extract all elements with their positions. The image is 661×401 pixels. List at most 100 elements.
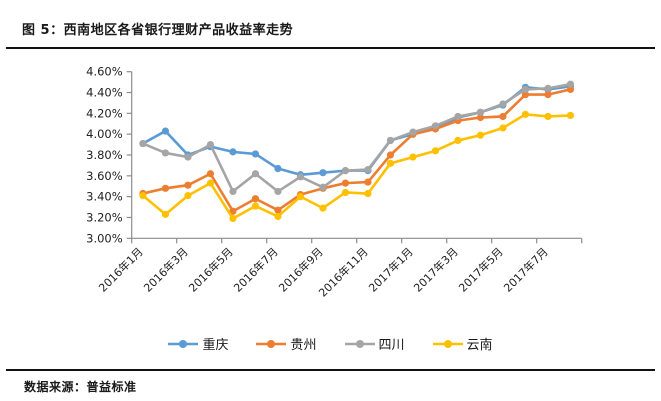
series-3-point-18 (544, 112, 552, 121)
series-3-point-5 (251, 202, 260, 210)
chart-plot-area: 4.60% 4.40% 4.20% 4.00% 3.80% 3.60% 3.40% 3.20%… (86, 65, 583, 300)
series-3-point-7 (296, 193, 305, 201)
x-axis-tick-label: 2016年7月 (231, 245, 281, 295)
series-2-point-17 (521, 85, 530, 94)
y-axis-tick-label: 3.80% (86, 148, 123, 162)
series-3-point-16 (499, 124, 507, 132)
footer-divider-line (6, 369, 655, 371)
y-axis-tick-label: 4.00% (86, 127, 123, 141)
series-2-point-19 (566, 80, 575, 88)
legend-label-2: 四川 (378, 338, 405, 353)
series-line-2 (141, 82, 572, 193)
series-1-point-5 (251, 195, 260, 203)
series-2-point-11 (386, 136, 395, 145)
series-3-point-19 (566, 111, 575, 120)
series-2-point-8 (319, 183, 327, 191)
series-0-point-6 (274, 164, 282, 173)
series-1-point-2 (184, 181, 192, 189)
series-2-point-12 (409, 128, 417, 136)
series-2-point-13 (431, 122, 440, 130)
data-source-label: 数据来源：普益标准 (24, 380, 137, 394)
series-0-point-1 (161, 127, 170, 135)
series-2-point-10 (364, 165, 372, 174)
series-line-0 (141, 84, 572, 177)
chart-legend: 重庆 贵州 四川 云南 (0, 334, 661, 353)
series-1-point-11 (386, 151, 395, 159)
series-2-point-0 (139, 139, 147, 148)
series-3-point-2 (184, 192, 192, 200)
series-1-point-9 (341, 179, 350, 187)
series-0-point-4 (229, 148, 237, 156)
series-1-point-17 (521, 91, 530, 99)
legend-item-1: 贵州 (256, 334, 317, 353)
series-1-point-18 (544, 91, 552, 99)
legend-marker-icon-2 (344, 339, 375, 348)
legend-item-3: 云南 (432, 334, 493, 353)
y-axis-tick-label: 3.00% (86, 231, 123, 245)
series-3-point-1 (161, 210, 170, 218)
series-3-point-10 (364, 189, 372, 198)
series-3-point-11 (386, 159, 395, 167)
legend-marker-icon-1 (256, 339, 287, 348)
y-axis-tick-label: 4.40% (86, 86, 123, 100)
series-2-point-14 (454, 112, 462, 121)
series-3-point-9 (341, 188, 350, 197)
y-axis-tick-label: 3.40% (86, 190, 123, 204)
x-axis-tick-label: 2016年3月 (141, 245, 191, 295)
series-1-point-1 (161, 184, 170, 192)
series-3-point-17 (521, 110, 530, 118)
series-3-point-14 (454, 136, 462, 145)
series-3-point-0 (139, 192, 147, 200)
series-1-point-10 (364, 178, 372, 186)
x-axis-tick-label: 2016年1月 (96, 245, 146, 295)
series-2-point-15 (476, 108, 485, 116)
x-axis-tick-label: 2017年1月 (366, 245, 416, 295)
chart-title: 图 5：西南地区各省银行理财产品收益率走势 (22, 23, 294, 38)
series-line-1 (141, 88, 572, 213)
series-2-point-5 (251, 170, 260, 178)
title-divider-line (6, 47, 655, 49)
series-3-point-6 (274, 212, 282, 221)
series-3-point-15 (476, 131, 485, 139)
series-2-point-3 (206, 140, 215, 149)
series-2-point-18 (544, 84, 552, 92)
legend-marker-icon-0 (168, 339, 199, 348)
series-3-point-13 (431, 147, 440, 155)
series-0-point-8 (319, 169, 327, 177)
legend-item-0: 重庆 (168, 334, 228, 353)
series-1-point-6 (274, 206, 282, 214)
x-axis-tick-label: 2017年7月 (501, 245, 551, 295)
legend-marker-icon-3 (432, 339, 463, 348)
series-2-point-7 (296, 173, 305, 181)
legend-label-0: 重庆 (202, 338, 229, 353)
series-2-point-1 (161, 149, 170, 157)
series-0-point-5 (251, 150, 260, 158)
series-2-point-4 (229, 187, 237, 196)
series-1-point-16 (499, 112, 507, 121)
series-2-point-16 (499, 100, 507, 108)
series-3-point-3 (206, 179, 215, 187)
x-axis-tick-label: 2017年5月 (456, 245, 506, 295)
legend-item-2: 四川 (344, 334, 405, 353)
y-axis-tick-label: 4.60% (86, 65, 123, 79)
series-2-point-9 (341, 167, 350, 175)
series-3-point-12 (409, 153, 417, 161)
y-axis-tick-label: 4.20% (86, 106, 123, 120)
y-axis-tick-label: 3.60% (86, 169, 123, 183)
series-2-point-2 (184, 153, 192, 161)
x-axis-tick-label: 2016年5月 (186, 245, 236, 295)
legend-label-3: 云南 (466, 338, 493, 353)
series-1-point-3 (206, 170, 215, 178)
series-1-point-15 (476, 113, 485, 122)
series-2-point-6 (274, 187, 282, 196)
x-axis-tick-label: 2017年3月 (411, 245, 461, 295)
legend-label-1: 贵州 (290, 338, 317, 353)
series-line-3 (141, 113, 572, 220)
series-3-point-4 (229, 214, 237, 223)
y-axis-tick-label: 3.20% (86, 210, 123, 224)
series-1-point-4 (229, 207, 237, 215)
series-1-point-19 (566, 85, 575, 94)
series-3-point-8 (319, 204, 327, 212)
